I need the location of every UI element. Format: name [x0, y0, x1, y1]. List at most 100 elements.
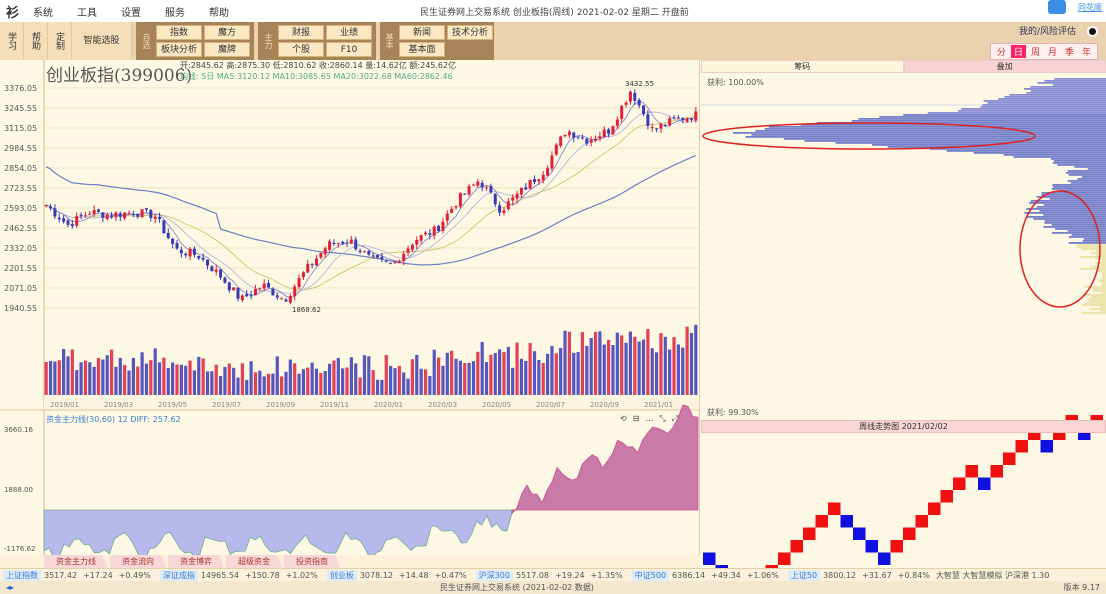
volume-bar	[118, 357, 122, 395]
y-tick-label: 3115.05	[4, 124, 37, 133]
volume-bar	[624, 342, 628, 395]
index-name[interactable]: 沪深300	[475, 569, 513, 581]
index-value: +1.06%	[746, 570, 779, 580]
scroll-arrows-icon[interactable]: ◂▸	[6, 583, 15, 592]
chip-bar	[1049, 198, 1106, 200]
indicator-tool-icon[interactable]: ⤢	[671, 414, 685, 423]
bottom-status-bar: ◂▸ 民生证券网上交易系统 (2021-02-02 数据) 版本 9.17	[0, 581, 1106, 594]
period-5[interactable]: 年	[1081, 48, 1091, 58]
smart-pick-button[interactable]: 智能选股	[72, 22, 132, 60]
chip-bar	[1036, 196, 1106, 198]
candle	[602, 129, 606, 138]
toolbar-button[interactable]: 财报	[278, 25, 325, 40]
user-link[interactable]: 我的/风险评估	[1018, 27, 1076, 37]
cloud-link[interactable]: 同花顺	[1078, 3, 1102, 12]
volume-bar	[314, 368, 319, 395]
chip-bar	[1087, 168, 1106, 170]
tab-indicator[interactable]: 资金博弈	[168, 555, 224, 568]
toolbar-button[interactable]: 技术分析	[447, 25, 494, 40]
chip-bar	[1080, 256, 1106, 258]
kline-chart[interactable]: 3376.05 3245.55 3115.05 2984.55 2854.05 2723.…	[0, 60, 700, 555]
candle	[467, 185, 471, 195]
menu-item[interactable]: 帮助	[209, 7, 230, 19]
volume-bar	[88, 362, 92, 395]
tab-indicator[interactable]: 投资指南	[284, 555, 340, 568]
index-name[interactable]: 上证50	[787, 569, 821, 581]
volume-bar	[223, 366, 227, 395]
candle	[79, 214, 83, 217]
tab-indicator[interactable]: 资金流向	[110, 555, 166, 568]
customize-button[interactable]: 定制	[48, 22, 72, 60]
candle	[66, 220, 70, 225]
menu-item[interactable]: 工具	[77, 7, 98, 19]
indicator-tool-icon[interactable]: …	[645, 414, 660, 423]
candle	[672, 117, 676, 119]
chip-bar	[1082, 294, 1106, 296]
candle	[393, 261, 397, 263]
candle	[153, 216, 157, 219]
toolbar-button[interactable]: 板块分析	[156, 42, 203, 57]
help-button[interactable]: 帮助	[24, 22, 48, 60]
indicator-positive-area	[511, 404, 699, 515]
menu-item[interactable]: 系统	[33, 7, 54, 19]
indicator-title: 资金主力线(30,60) 12 DIFF: 257.62	[46, 415, 181, 424]
toolbar-button[interactable]: 魔牌	[204, 42, 251, 57]
toolbar-button[interactable]: 新闻	[399, 25, 446, 40]
tab-indicator[interactable]: 超级资金	[226, 555, 282, 568]
cloud-icon[interactable]	[1048, 0, 1066, 14]
candle	[57, 217, 61, 220]
candle	[123, 212, 127, 219]
y-tick-label: 2071.05	[4, 284, 37, 293]
volume-bar	[114, 366, 118, 395]
candle	[354, 239, 358, 250]
candle	[349, 239, 353, 244]
volume-bar	[157, 362, 162, 395]
profit-label: 获利: 100.00%	[707, 78, 764, 87]
chip-bar	[1037, 82, 1106, 84]
chip-bar	[1099, 306, 1106, 308]
toolbar-button[interactable]: 业绩	[326, 25, 373, 40]
candle	[458, 192, 462, 207]
index-name[interactable]: 创业板	[326, 569, 357, 581]
period-4[interactable]: 季	[1064, 48, 1074, 58]
toolbar-button[interactable]: 基本面	[399, 42, 446, 57]
toolbar-button[interactable]: 魔方	[204, 25, 251, 40]
toolbar-button[interactable]: 指数	[156, 25, 203, 40]
toolbar-button[interactable]: 个股	[278, 42, 325, 57]
candle	[171, 238, 175, 244]
tab-chips[interactable]: 筹码	[701, 60, 904, 73]
volume-bar	[611, 344, 615, 395]
tab-indicator[interactable]: 资金主力线	[44, 555, 108, 568]
index-name[interactable]: 上证指数	[3, 569, 41, 581]
menu-item[interactable]: 设置	[121, 7, 142, 19]
index-value: +1.35%	[590, 570, 623, 580]
toolbar-button[interactable]: F10	[326, 42, 373, 57]
record-icon[interactable]	[1087, 26, 1098, 37]
period-1[interactable]: 日	[1010, 45, 1026, 58]
learn-button[interactable]: 学习	[0, 22, 24, 60]
volume-bar	[550, 345, 554, 395]
chip-bar	[1039, 210, 1106, 212]
candle	[546, 168, 550, 176]
index-name[interactable]: 中证500	[631, 569, 670, 581]
tab-overlay[interactable]: 叠加	[903, 60, 1106, 73]
volume-bar	[171, 362, 175, 395]
renko-block	[890, 540, 903, 553]
volume-bar	[519, 358, 524, 395]
period-3[interactable]: 月	[1047, 48, 1057, 58]
indicator-tool-icon[interactable]: ⟲	[620, 414, 633, 423]
date-label: 2021/01	[644, 401, 673, 409]
period-2[interactable]: 周	[1030, 48, 1040, 58]
volume-bar	[227, 363, 231, 395]
candle	[249, 295, 253, 297]
menu-item[interactable]: 服务	[165, 7, 186, 19]
period-0[interactable]: 分	[996, 48, 1006, 58]
index-name[interactable]: 深证成指	[159, 569, 198, 581]
candle	[341, 241, 345, 244]
chip-bar	[1033, 218, 1106, 220]
chip-bar	[1013, 156, 1106, 158]
renko-block	[778, 552, 791, 565]
volume-bar	[454, 358, 458, 395]
indicator-tool-icon[interactable]: ⊟	[632, 414, 646, 423]
indicator-tool-icon[interactable]: ⤡	[659, 414, 672, 423]
